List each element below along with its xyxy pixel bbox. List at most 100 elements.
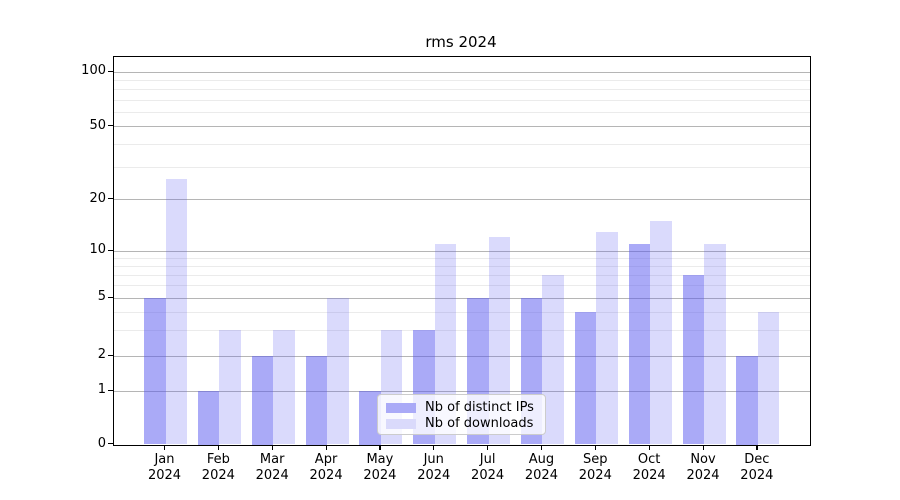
y-tick-mark-5 <box>108 296 113 298</box>
plot-area <box>113 56 811 446</box>
y-tick-label-2: 2 <box>97 347 106 362</box>
major-gridline-2 <box>114 355 810 357</box>
y-tick-mark-20 <box>108 198 113 200</box>
x-label-month-may: May <box>366 452 394 467</box>
bar-nb-of-downloads-jul-2024 <box>488 237 511 445</box>
legend-swatch-downloads <box>386 418 416 429</box>
minor-gridline-60 <box>114 111 810 113</box>
x-label-month-sep: Sep <box>583 452 608 467</box>
y-tick-label-5: 5 <box>97 289 106 305</box>
legend-swatch-distinct-ips <box>386 402 416 413</box>
y-tick-mark-100 <box>108 70 113 72</box>
bar-nb-of-distinct-ips-dec-2024 <box>736 356 758 445</box>
bar-nb-of-distinct-ips-oct-2024 <box>628 243 651 445</box>
major-gridline-20 <box>114 199 810 200</box>
legend-item-downloads: Nb of downloads <box>386 416 545 431</box>
y-tick-mark-10 <box>108 249 113 251</box>
x-label-year-apr: 2024 <box>309 468 343 483</box>
x-label-month-aug: Aug <box>528 452 555 467</box>
y-tick-mark-2 <box>108 354 113 356</box>
x-label-month-feb: Feb <box>206 452 230 467</box>
x-label-month-oct: Oct <box>637 452 661 467</box>
x-label-year-may: 2024 <box>363 468 397 483</box>
x-tick-mark-oct <box>648 444 650 450</box>
x-tick-mark-apr <box>325 444 327 450</box>
x-label-year-aug: 2024 <box>524 468 558 483</box>
bar-nb-of-distinct-ips-apr-2024 <box>305 356 328 445</box>
major-gridline-50 <box>114 126 810 128</box>
minor-gridline-4 <box>114 311 810 313</box>
minor-gridline-40 <box>114 144 810 145</box>
x-label-month-dec: Dec <box>744 452 770 467</box>
x-label-month-apr: Apr <box>314 452 338 467</box>
bar-nb-of-distinct-ips-nov-2024 <box>682 275 704 445</box>
bar-nb-of-downloads-feb-2024 <box>219 330 241 445</box>
y-tick-mark-0 <box>108 443 113 445</box>
bar-nb-of-distinct-ips-mar-2024 <box>251 356 274 445</box>
x-label-month-mar: Mar <box>259 452 285 467</box>
bar-nb-of-downloads-apr-2024 <box>327 298 349 445</box>
y-tick-label-0: 0 <box>97 435 106 451</box>
x-label-year-sep: 2024 <box>578 468 612 483</box>
bar-nb-of-distinct-ips-sep-2024 <box>574 312 597 445</box>
y-tick-label-20: 20 <box>89 190 106 206</box>
x-tick-mark-nov <box>702 444 704 450</box>
x-tick-mark-jul <box>487 444 489 450</box>
x-label-year-jun: 2024 <box>417 468 451 483</box>
bar-nb-of-distinct-ips-may-2024 <box>359 391 381 445</box>
major-gridline-10 <box>114 250 810 252</box>
x-label-year-feb: 2024 <box>201 468 235 483</box>
x-label-year-oct: 2024 <box>632 468 666 483</box>
y-tick-label-10: 10 <box>89 242 106 257</box>
major-gridline-1 <box>114 390 810 392</box>
x-label-month-jan: Jan <box>154 452 175 467</box>
y-tick-mark-50 <box>108 125 113 127</box>
y-tick-mark-1 <box>108 389 113 391</box>
major-gridline-5 <box>114 297 810 299</box>
major-gridline-100 <box>114 71 810 73</box>
bar-nb-of-distinct-ips-jan-2024 <box>144 298 166 445</box>
bar-nb-of-downloads-jan-2024 <box>165 178 187 445</box>
x-label-year-mar: 2024 <box>255 468 289 483</box>
minor-gridline-90 <box>114 79 810 81</box>
x-label-month-nov: Nov <box>690 452 716 467</box>
x-label-year-jul: 2024 <box>471 468 505 483</box>
legend-item-distinct-ips: Nb of distinct IPs <box>386 400 545 415</box>
x-tick-mark-feb <box>217 444 220 450</box>
minor-gridline-6 <box>114 285 810 287</box>
bar-nb-of-downloads-sep-2024 <box>596 231 618 445</box>
x-label-year-dec: 2024 <box>740 468 774 483</box>
bar-nb-of-downloads-aug-2024 <box>542 275 564 445</box>
minor-gridline-80 <box>114 89 810 91</box>
bar-nb-of-distinct-ips-feb-2024 <box>197 391 220 445</box>
x-tick-mark-jan <box>164 444 166 450</box>
minor-gridline-9 <box>114 257 810 259</box>
legend-label-distinct-ips: Nb of distinct IPs <box>425 400 534 415</box>
x-tick-mark-jun <box>433 444 435 450</box>
bar-nb-of-downloads-dec-2024 <box>757 312 780 445</box>
chart-title: rms 2024 <box>425 33 497 51</box>
legend-label-downloads: Nb of downloads <box>425 416 534 431</box>
bar-nb-of-downloads-nov-2024 <box>704 243 726 445</box>
minor-gridline-70 <box>114 99 810 101</box>
minor-gridline-3 <box>114 329 810 331</box>
bar-nb-of-downloads-oct-2024 <box>650 220 672 445</box>
y-tick-label-50: 50 <box>89 117 106 133</box>
minor-gridline-8 <box>114 265 810 267</box>
x-tick-mark-dec <box>756 444 758 450</box>
minor-gridline-7 <box>114 274 810 276</box>
x-label-year-jan: 2024 <box>147 468 182 483</box>
x-tick-mark-mar <box>271 444 273 450</box>
x-tick-mark-sep <box>594 444 596 450</box>
legend: Nb of distinct IPs Nb of downloads <box>377 394 546 435</box>
bar-nb-of-downloads-mar-2024 <box>273 330 295 445</box>
x-label-year-nov: 2024 <box>686 468 720 483</box>
y-tick-label-1: 1 <box>97 382 106 397</box>
x-tick-mark-aug <box>540 444 543 450</box>
minor-gridline-30 <box>114 166 810 168</box>
x-tick-mark-may <box>379 444 381 450</box>
x-label-month-jul: Jul <box>479 452 496 467</box>
x-label-month-jun: Jun <box>423 452 444 467</box>
y-tick-label-100: 100 <box>81 63 106 78</box>
